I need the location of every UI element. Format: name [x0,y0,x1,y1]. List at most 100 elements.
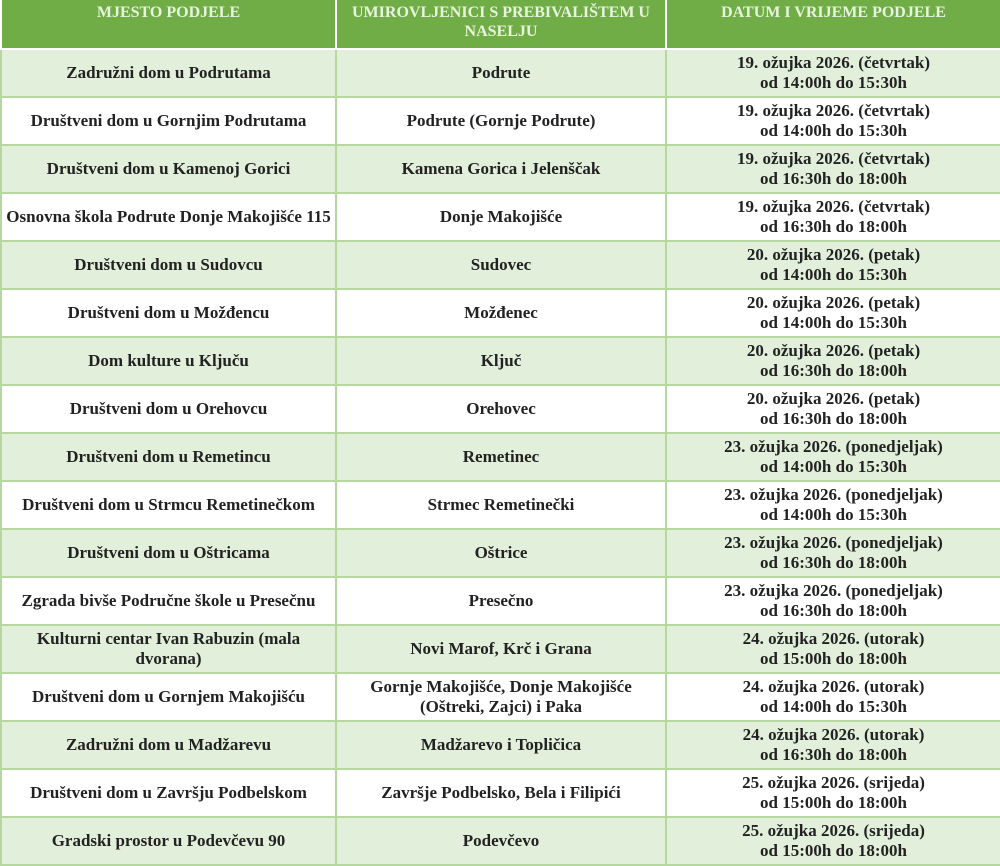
place-cell: Kulturni centar Ivan Rabuzin (mala dvora… [0,624,337,674]
place-cell: Društveni dom u Gornjem Makojišću [0,672,337,722]
table-row: Kulturni centar Ivan Rabuzin (mala dvora… [0,624,1000,674]
date-text: 20. ožujka 2026. (petak) [746,245,921,264]
place-cell: Društveni dom u Remetincu [0,432,337,482]
date-text: 20. ožujka 2026. (petak) [746,389,921,408]
time-text: od 15:00h do 18:00h [760,649,907,668]
date-time-cell: 25. ožujka 2026. (srijeda) od 15:00h do 1… [665,768,1000,818]
table-row: Društveni dom u Možđencu Možđenec 20. ožuj… [0,288,1000,338]
date-text: 23. ožujka 2026. (ponedjeljak) [724,437,943,456]
date-text: 24. ožujka 2026. (utorak) [742,725,925,744]
place-cell: Zadružni dom u Podrutama [0,48,337,98]
place-cell: Društveni dom u Orehovcu [0,384,337,434]
residents-cell: Završje Podbelsko, Bela i Filipići [335,768,667,818]
residents-cell: Presečno [335,576,667,626]
place-cell: Dom kulture u Ključu [0,336,337,386]
place-cell: Društveni dom u Možđencu [0,288,337,338]
table-row: Društveni dom u Sudovcu Sudovec 20. ožujka… [0,240,1000,290]
date-time-cell: 23. ožujka 2026. (ponedjeljak) od 16:30h … [665,576,1000,626]
date-text: 19. ožujka 2026. (četvrtak) [736,197,931,216]
date-time-cell: 20. ožujka 2026. (petak) od 16:30h do 18:… [665,384,1000,434]
residents-cell: Remetinec [335,432,667,482]
place-cell: Društveni dom u Gornjim Podrutama [0,96,337,146]
residents-cell: Novi Marof, Krč i Grana [335,624,667,674]
residents-cell: Sudovec [335,240,667,290]
table-row: Društveni dom u Oštricama Oštrice 23. ožuj… [0,528,1000,578]
date-time-cell: 24. ožujka 2026. (utorak) od 14:00h do 15… [665,672,1000,722]
place-cell: Osnovna škola Podrute Donje Makojišće 11… [0,192,337,242]
residents-cell: Ključ [335,336,667,386]
date-time-cell: 24. ožujka 2026. (utorak) od 16:30h do 18… [665,720,1000,770]
place-cell: Društveni dom u Sudovcu [0,240,337,290]
date-text: 24. ožujka 2026. (utorak) [742,677,925,696]
date-time-cell: 23. ožujka 2026. (ponedjeljak) od 14:00h … [665,432,1000,482]
date-time-cell: 23. ožujka 2026. (ponedjeljak) od 16:30h … [665,528,1000,578]
time-text: od 16:30h do 18:00h [760,361,907,380]
date-text: 20. ožujka 2026. (petak) [746,341,921,360]
date-time-cell: 24. ožujka 2026. (utorak) od 15:00h do 18… [665,624,1000,674]
date-time-cell: 19. ožujka 2026. (četvrtak) od 14:00h do … [665,96,1000,146]
table-row: Društveni dom u Kamenoj Gorici Kamena Gor… [0,144,1000,194]
residents-cell: Orehovec [335,384,667,434]
date-time-cell: 25. ožujka 2026. (srijeda) od 15:00h do 1… [665,816,1000,866]
time-text: od 15:00h do 18:00h [760,793,907,812]
table-row: Zadružni dom u Madžarevu Madžarevo i Topl… [0,720,1000,770]
table-row: Društveni dom u Završju Podbelskom Završj… [0,768,1000,818]
residents-cell: Madžarevo i Topličica [335,720,667,770]
place-cell: Gradski prostor u Podevčevu 90 [0,816,337,866]
date-text: 25. ožujka 2026. (srijeda) [742,821,925,840]
table-row: Zgrada bivše Područne škole u Presečnu Pr… [0,576,1000,626]
place-cell: Društveni dom u Kamenoj Gorici [0,144,337,194]
date-time-cell: 20. ožujka 2026. (petak) od 16:30h do 18:… [665,336,1000,386]
residents-cell: Oštrice [335,528,667,578]
time-text: od 16:30h do 18:00h [760,553,907,572]
place-cell: Zgrada bivše Područne škole u Presečnu [0,576,337,626]
residents-cell: Strmec Remetinečki [335,480,667,530]
table-row: Društveni dom u Gornjim Podrutama Podrute… [0,96,1000,146]
time-text: od 15:00h do 18:00h [760,841,907,860]
date-time-cell: 19. ožujka 2026. (četvrtak) od 16:30h do … [665,192,1000,242]
time-text: od 16:30h do 18:00h [760,169,907,188]
header-residents: UMIROVLJENICI S PREBIVALIŠTEM U NASELJU [335,0,667,50]
table-row: Osnovna škola Podrute Donje Makojišće 11… [0,192,1000,242]
time-text: od 16:30h do 18:00h [760,601,907,620]
residents-cell: Donje Makojišće [335,192,667,242]
date-text: 23. ožujka 2026. (ponedjeljak) [724,485,943,504]
header-place: MJESTO PODJELE [0,0,337,50]
date-text: 25. ožujka 2026. (srijeda) [742,773,925,792]
table-row: Društveni dom u Orehovcu Orehovec 20. ožuj… [0,384,1000,434]
place-cell: Zadružni dom u Madžarevu [0,720,337,770]
residents-cell: Možđenec [335,288,667,338]
residents-cell: Kamena Gorica i Jelenščak [335,144,667,194]
table-row: Zadružni dom u Podrutama Podrute 19. ožujk… [0,48,1000,98]
table-row: Dom kulture u Ključu Ključ 20. ožujka 2026… [0,336,1000,386]
residents-cell: Podrute (Gornje Podrute) [335,96,667,146]
table-row: Društveni dom u Remetincu Remetinec 23. ož… [0,432,1000,482]
table-row: Gradski prostor u Podevčevu 90 Podevčevo 2… [0,816,1000,866]
residents-cell: Gornje Makojišće, Donje Makojišće (Oštre… [335,672,667,722]
place-cell: Društveni dom u Završju Podbelskom [0,768,337,818]
place-cell: Društveni dom u Strmcu Remetinečkom [0,480,337,530]
time-text: od 14:00h do 15:30h [760,73,907,92]
place-cell: Društveni dom u Oštricama [0,528,337,578]
date-text: 19. ožujka 2026. (četvrtak) [736,101,931,120]
date-text: 23. ožujka 2026. (ponedjeljak) [724,581,943,600]
residents-cell: Podevčevo [335,816,667,866]
time-text: od 14:00h do 15:30h [760,697,907,716]
time-text: od 16:30h do 18:00h [760,745,907,764]
date-text: 23. ožujka 2026. (ponedjeljak) [724,533,943,552]
time-text: od 16:30h do 18:00h [760,409,907,428]
header-row: MJESTO PODJELE UMIROVLJENICI S PREBIVALI… [0,0,1000,50]
residents-cell: Podrute [335,48,667,98]
time-text: od 16:30h do 18:00h [760,217,907,236]
date-text: 19. ožujka 2026. (četvrtak) [736,149,931,168]
table-row: Društveni dom u Gornjem Makojišću Gornje … [0,672,1000,722]
date-time-cell: 20. ožujka 2026. (petak) od 14:00h do 15:… [665,288,1000,338]
date-time-cell: 19. ožujka 2026. (četvrtak) od 16:30h do … [665,144,1000,194]
date-text: 24. ožujka 2026. (utorak) [742,629,925,648]
table-body: Zadružni dom u Podrutama Podrute 19. ožujk… [0,48,1000,866]
date-text: 20. ožujka 2026. (petak) [746,293,921,312]
date-text: 19. ožujka 2026. (četvrtak) [736,53,931,72]
date-time-cell: 19. ožujka 2026. (četvrtak) od 14:00h do … [665,48,1000,98]
time-text: od 14:00h do 15:30h [760,121,907,140]
